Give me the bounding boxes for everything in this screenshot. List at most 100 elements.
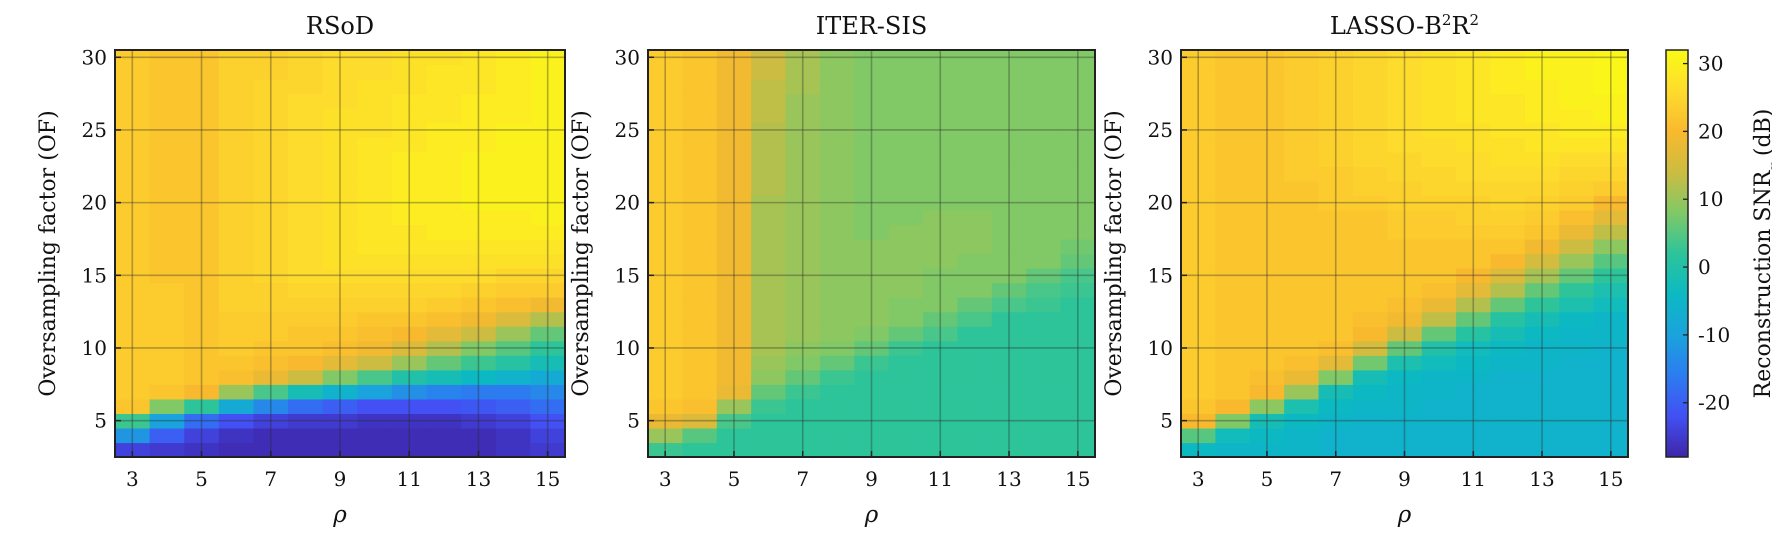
heatmap-cell xyxy=(1215,93,1251,109)
heatmap-cell xyxy=(819,122,855,138)
heatmap-cell xyxy=(1421,137,1457,153)
heatmap-cell xyxy=(1490,427,1526,444)
heatmap-cell xyxy=(957,340,993,356)
heatmap-cell xyxy=(682,311,718,327)
heatmap-cell xyxy=(426,108,462,124)
heatmap-cell xyxy=(149,50,185,66)
heatmap-cell xyxy=(819,79,855,95)
heatmap-cell xyxy=(1060,64,1096,80)
heatmap-cell xyxy=(184,355,220,371)
heatmap-cell xyxy=(1026,209,1062,226)
heatmap-cell xyxy=(1249,64,1285,80)
heatmap-cell xyxy=(1387,108,1423,124)
heatmap-cell xyxy=(648,137,683,153)
heatmap-cell xyxy=(1060,369,1096,385)
heatmap-cell xyxy=(957,297,993,313)
heatmap-cell xyxy=(357,427,393,444)
heatmap-cell xyxy=(1181,340,1216,356)
heatmap-cell xyxy=(461,166,497,182)
heatmap-cell xyxy=(1284,253,1320,269)
heatmap-cell xyxy=(184,166,220,182)
heatmap-cell xyxy=(218,282,255,298)
heatmap-cell xyxy=(1026,137,1062,153)
heatmap-cell xyxy=(1215,282,1251,298)
heatmap-cell xyxy=(149,122,185,138)
heatmap-cell xyxy=(1181,384,1216,400)
heatmap-cell xyxy=(115,166,151,182)
heatmap-cell xyxy=(357,64,393,80)
heatmap-cell xyxy=(1421,413,1457,429)
heatmap-cell xyxy=(115,137,151,153)
heatmap-cell xyxy=(819,195,855,211)
heatmap-cell xyxy=(1026,268,1062,284)
heatmap-cell xyxy=(253,224,289,240)
y-tick-label: 25 xyxy=(82,118,107,142)
heatmap-cell xyxy=(184,384,220,400)
heatmap-cell xyxy=(288,64,324,80)
heatmap-cell xyxy=(184,93,220,109)
heatmap-cell xyxy=(357,122,393,138)
heatmap-cell xyxy=(391,384,428,400)
heatmap-cell xyxy=(1249,93,1285,109)
heatmap-cell xyxy=(322,224,358,240)
heatmap-cell xyxy=(218,253,255,269)
heatmap-cell xyxy=(391,79,428,95)
heatmap-cell xyxy=(819,50,855,66)
heatmap-cell xyxy=(785,50,821,66)
heatmap-cell xyxy=(1490,50,1526,66)
heatmap-cell xyxy=(357,268,393,284)
heatmap-cell xyxy=(648,151,683,167)
heatmap-cell xyxy=(1456,180,1492,196)
heatmap-cell xyxy=(530,427,566,444)
heatmap-cell xyxy=(1215,413,1251,429)
x-tick-label: 13 xyxy=(996,467,1021,491)
heatmap-cell xyxy=(322,413,358,429)
heatmap-cell xyxy=(218,297,255,313)
heatmap-cell xyxy=(751,180,787,196)
heatmap-cell xyxy=(426,180,462,196)
heatmap-cell xyxy=(991,209,1027,226)
heatmap-cell xyxy=(888,79,924,95)
heatmap-cell xyxy=(1249,79,1285,95)
colorbar-gradient xyxy=(1665,49,1689,458)
heatmap-cell xyxy=(1524,369,1560,385)
heatmap-cell xyxy=(716,108,752,124)
heatmap-cell xyxy=(1490,398,1526,414)
heatmap-cell xyxy=(991,151,1027,167)
heatmap-cell xyxy=(888,64,924,80)
heatmap-cell xyxy=(461,427,497,444)
x-tick-label: 13 xyxy=(466,467,491,491)
heatmap-cell xyxy=(819,93,855,109)
heatmap-cell xyxy=(115,151,151,167)
heatmap-cell xyxy=(253,326,289,342)
heatmap-cell xyxy=(253,137,289,153)
heatmap-cell xyxy=(426,238,462,255)
heatmap-cell xyxy=(1181,50,1216,66)
heatmap-cell xyxy=(923,355,959,371)
heatmap-cell xyxy=(495,311,531,327)
heatmap-cell xyxy=(461,413,497,429)
heatmap-cell xyxy=(322,195,358,211)
heatmap-cell xyxy=(115,282,151,298)
heatmap-cell xyxy=(888,311,924,327)
heatmap-cell xyxy=(751,297,787,313)
heatmap-cell xyxy=(751,384,787,400)
heatmap-cell xyxy=(957,326,993,342)
heatmap-cell xyxy=(1284,355,1320,371)
heatmap-cell xyxy=(957,238,993,255)
heatmap-cell xyxy=(149,369,185,385)
heatmap-cell xyxy=(495,282,531,298)
heatmap-cell xyxy=(1026,238,1062,255)
x-tick-label: 3 xyxy=(126,467,139,491)
heatmap-cell xyxy=(1060,151,1096,167)
heatmap-cell xyxy=(149,398,185,414)
heatmap-cell xyxy=(184,108,220,124)
heatmap-cell xyxy=(957,151,993,167)
heatmap-cell xyxy=(1026,50,1062,66)
heatmap-cell xyxy=(426,50,462,66)
heatmap-cell xyxy=(253,209,289,226)
heatmap-cell xyxy=(957,253,993,269)
heatmap-cell xyxy=(785,209,821,226)
heatmap-cell xyxy=(854,180,890,196)
heatmap-cell xyxy=(648,340,683,356)
